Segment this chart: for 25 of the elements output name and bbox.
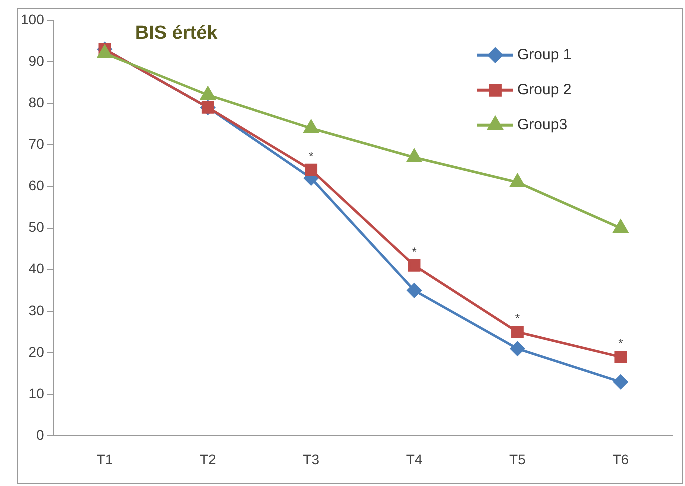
chart-title: BIS érték bbox=[135, 23, 218, 44]
y-tick-label: 60 bbox=[28, 178, 45, 194]
x-tick-label: T2 bbox=[200, 451, 217, 468]
y-tick-label: 20 bbox=[28, 344, 45, 360]
y-tick-label: 100 bbox=[21, 11, 45, 28]
x-tick-label: T1 bbox=[96, 451, 114, 468]
y-tick-label: 40 bbox=[28, 260, 45, 277]
x-tick-label: T4 bbox=[406, 451, 423, 468]
legend-label: Group3 bbox=[518, 116, 568, 134]
y-tick-label: 70 bbox=[28, 136, 45, 152]
annotation: * bbox=[309, 149, 314, 164]
y-tick-label: 30 bbox=[28, 302, 45, 318]
annotation: * bbox=[412, 245, 418, 260]
annotation: * bbox=[618, 336, 624, 351]
x-tick-label: T5 bbox=[510, 451, 526, 468]
y-tick-label: 90 bbox=[28, 52, 45, 69]
y-tick-label: 80 bbox=[28, 94, 45, 110]
y-tick-label: 50 bbox=[28, 219, 45, 236]
y-tick-label: 10 bbox=[28, 385, 45, 402]
legend-label: Group 2 bbox=[518, 82, 572, 99]
y-tick-label: 0 bbox=[36, 427, 45, 444]
x-tick-label: T3 bbox=[303, 451, 320, 468]
x-tick-label: T6 bbox=[612, 451, 630, 468]
legend-label: Group 1 bbox=[518, 46, 572, 64]
annotation: * bbox=[515, 312, 520, 326]
